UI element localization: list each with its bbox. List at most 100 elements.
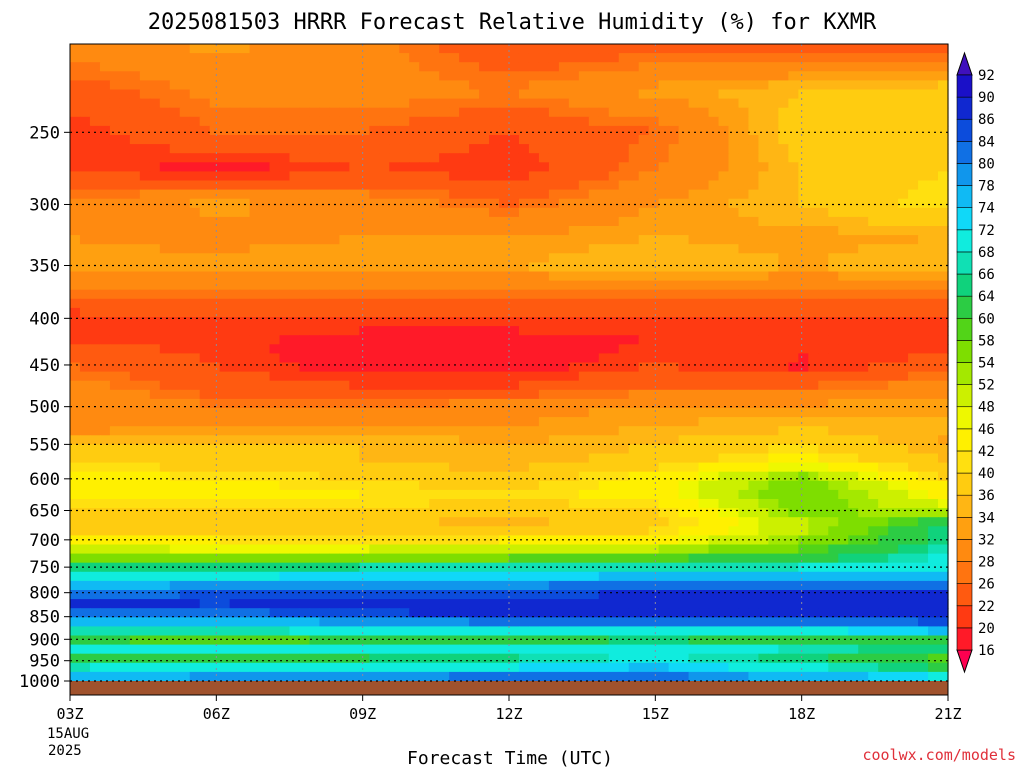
heatmap-cell (888, 326, 899, 336)
heatmap-cell (878, 207, 889, 218)
heatmap-cell (588, 44, 600, 54)
heatmap-cell (359, 326, 370, 336)
heatmap-cell (449, 453, 460, 464)
heatmap-cell (189, 471, 201, 482)
heatmap-cell (489, 344, 500, 354)
heatmap-cell (419, 307, 430, 318)
heatmap-cell (658, 517, 670, 527)
heatmap-cell (169, 62, 181, 72)
heatmap-cell (349, 471, 360, 482)
heatmap-cell (429, 171, 440, 182)
heatmap-cell (588, 135, 600, 145)
heatmap-cell (349, 80, 360, 91)
heatmap-cell (698, 344, 710, 354)
heatmap-cell (399, 289, 410, 300)
heatmap-cell (259, 480, 271, 491)
heatmap-cell (928, 44, 939, 54)
heatmap-cell (638, 198, 650, 209)
heatmap-cell (888, 480, 899, 491)
heatmap-cell (189, 344, 201, 354)
heatmap-cell (558, 326, 570, 336)
heatmap-cell (479, 153, 490, 163)
heatmap-cell (70, 344, 81, 354)
heatmap-cell (618, 253, 630, 263)
heatmap-cell (419, 98, 430, 109)
heatmap-cell (608, 489, 620, 500)
heatmap-cell (908, 280, 919, 291)
heatmap-cell (648, 526, 660, 536)
heatmap-cell (798, 362, 809, 373)
heatmap-cell (708, 98, 720, 109)
heatmap-cell (379, 116, 390, 127)
heatmap-cell (149, 417, 161, 427)
heatmap-cell (169, 162, 181, 172)
heatmap-cell (878, 535, 889, 546)
heatmap-cell (908, 116, 919, 127)
heatmap-cell (548, 198, 560, 209)
heatmap-cell (309, 80, 321, 91)
heatmap-cell (578, 371, 590, 382)
heatmap-cell (928, 426, 939, 436)
heatmap-cell (249, 317, 261, 327)
heatmap-cell (878, 53, 889, 63)
heatmap-cell (129, 125, 141, 136)
heatmap-cell (169, 98, 181, 109)
heatmap-cell (758, 62, 770, 72)
heatmap-cell (179, 189, 191, 200)
heatmap-cell (528, 207, 540, 218)
heatmap-cell (389, 499, 400, 509)
heatmap-cell (359, 353, 370, 364)
heatmap-cell (279, 71, 291, 81)
heatmap-cell (149, 426, 161, 436)
heatmap-cell (99, 89, 111, 100)
heatmap-cell (299, 98, 311, 109)
heatmap-cell (678, 253, 690, 263)
heatmap-cell (888, 389, 899, 400)
heatmap-cell (588, 144, 600, 154)
heatmap-cell (459, 198, 470, 209)
heatmap-cell (868, 389, 879, 400)
heatmap-cell (259, 335, 271, 345)
heatmap-cell (598, 398, 610, 409)
heatmap-cell (688, 353, 700, 364)
heatmap-cell (189, 307, 201, 318)
heatmap-cell (758, 380, 770, 391)
heatmap-cell (718, 107, 730, 118)
heatmap-cell (509, 244, 520, 254)
heatmap-cell (489, 289, 500, 300)
heatmap-cell (728, 553, 740, 564)
heatmap-cell (109, 462, 121, 473)
heatmap-cell (698, 353, 710, 364)
heatmap-cell (878, 480, 889, 491)
heatmap-cell (449, 207, 460, 218)
heatmap-cell (419, 462, 430, 473)
heatmap-cell (598, 53, 610, 63)
heatmap-cell (279, 508, 291, 518)
heatmap-cell (389, 408, 400, 418)
heatmap-cell (738, 553, 750, 564)
heatmap-cell (908, 98, 919, 109)
heatmap-cell (558, 116, 570, 127)
heatmap-cell (688, 307, 700, 318)
heatmap-cell (219, 362, 231, 373)
heatmap-cell (728, 144, 740, 154)
heatmap-cell (369, 80, 380, 91)
heatmap-cell (129, 389, 141, 400)
heatmap-cell (279, 89, 291, 100)
heatmap-cell (199, 408, 211, 418)
heatmap-cell (838, 116, 849, 127)
heatmap-cell (429, 508, 440, 518)
heatmap-cell (249, 307, 261, 318)
heatmap-cell (888, 44, 899, 54)
heatmap-cell (918, 244, 929, 254)
heatmap-cell (209, 235, 221, 245)
heatmap-cell (379, 62, 390, 72)
heatmap-cell (928, 508, 939, 518)
heatmap-cell (518, 535, 530, 546)
heatmap-cell (339, 335, 350, 345)
heatmap-cell (99, 317, 111, 327)
heatmap-cell (648, 253, 660, 263)
heatmap-cell (818, 62, 829, 72)
heatmap-cell (219, 344, 231, 354)
heatmap-cell (279, 335, 291, 345)
